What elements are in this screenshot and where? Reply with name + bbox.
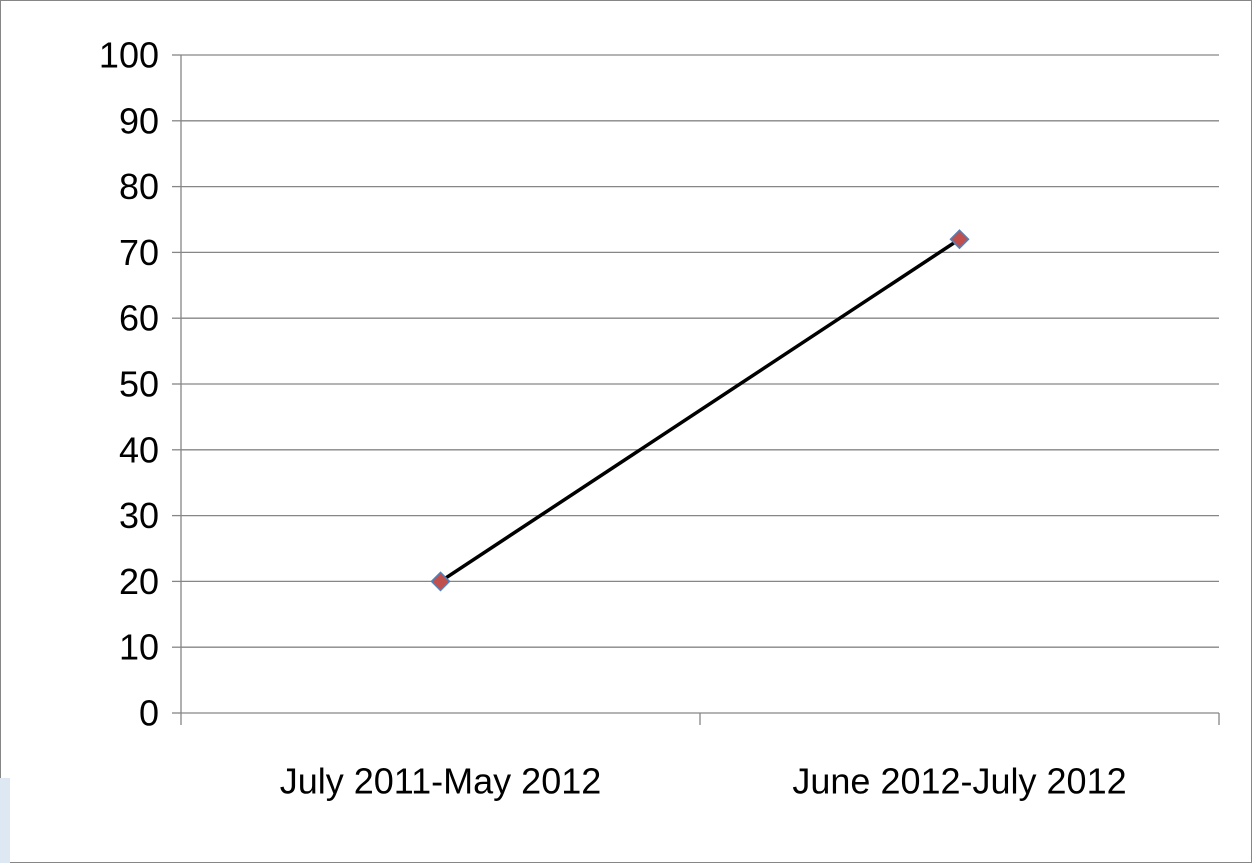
y-tick-label: 50 <box>119 364 159 405</box>
y-tick-label: 10 <box>119 627 159 668</box>
x-category-label: June 2012-July 2012 <box>792 761 1126 802</box>
data-point-marker <box>949 229 970 250</box>
y-tick-label: 30 <box>119 495 159 536</box>
data-point-marker <box>430 571 451 592</box>
y-tick-labels: 0 10 20 30 40 50 60 70 80 90 100 <box>99 35 159 734</box>
axes <box>172 54 1220 725</box>
x-category-labels: July 2011-May 2012 June 2012-July 2012 <box>280 761 1127 802</box>
y-tick-label: 90 <box>119 100 159 141</box>
y-tick-label: 20 <box>119 561 159 602</box>
y-tick-label: 70 <box>119 232 159 273</box>
gridlines <box>181 54 1219 648</box>
series-line <box>439 237 961 583</box>
background-strip <box>0 778 10 863</box>
x-category-label: July 2011-May 2012 <box>280 761 602 802</box>
series <box>430 229 970 592</box>
y-tick-label: 0 <box>139 693 159 734</box>
y-tick-label: 60 <box>119 298 159 339</box>
y-tick-label: 40 <box>119 429 159 470</box>
y-tick-label: 100 <box>99 35 159 76</box>
y-tick-label: 80 <box>119 166 159 207</box>
